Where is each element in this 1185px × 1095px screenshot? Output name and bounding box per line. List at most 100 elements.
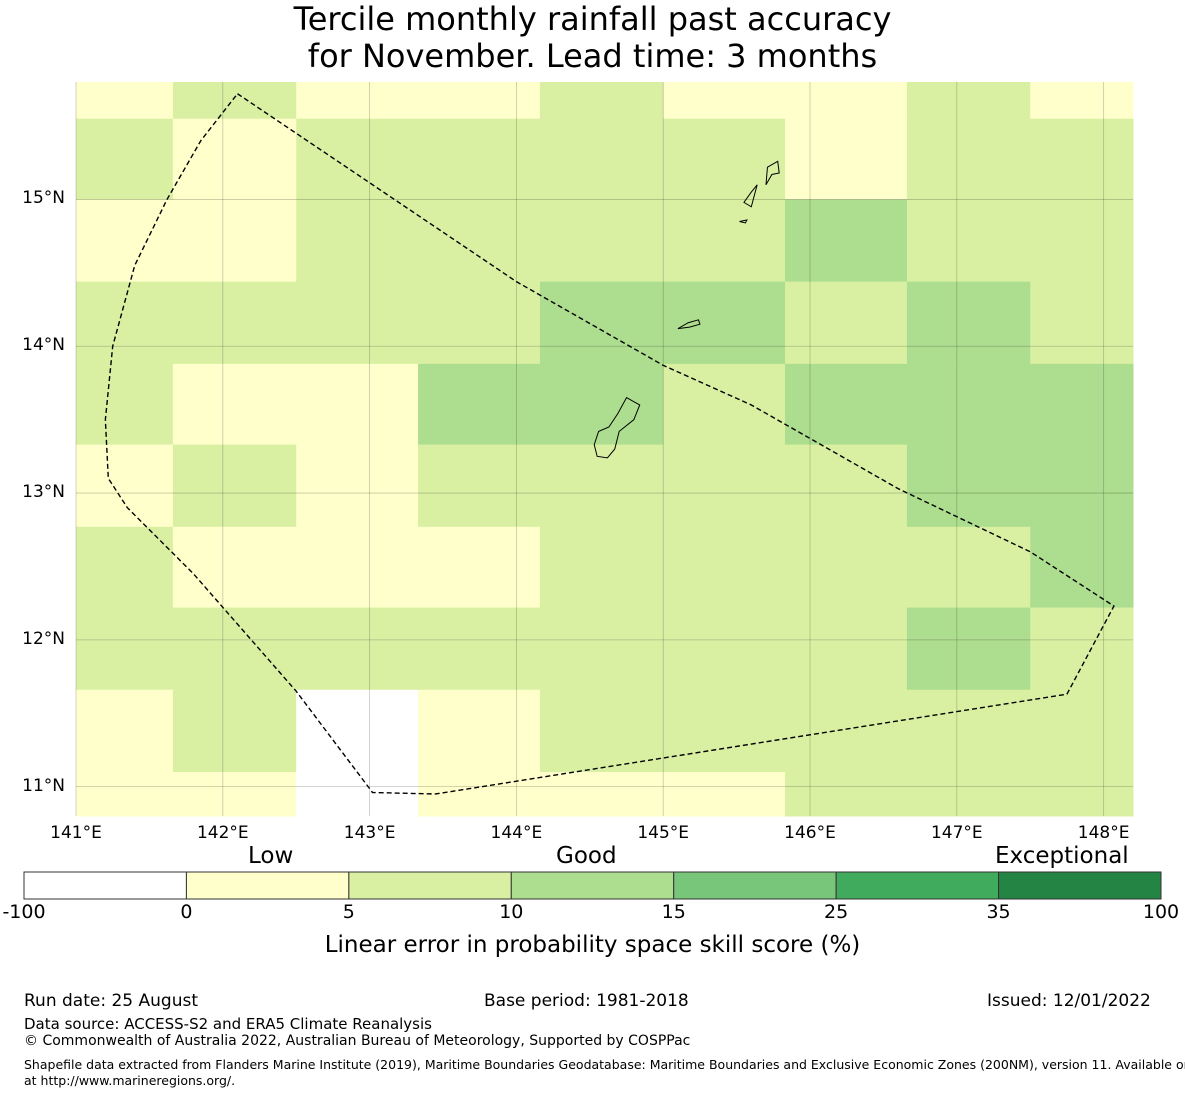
grid-cell [539,771,664,817]
grid-cell [906,118,1031,200]
grid-cell [296,363,419,446]
grid-cell [906,526,1031,609]
grid-cell [785,118,908,200]
base-period: Base period: 1981-2018 [484,991,689,1011]
grid-cell [906,771,1031,817]
grid-cell [418,444,541,528]
grid-cell [172,363,297,446]
grid-cell [296,771,419,817]
grid-cell [172,526,297,609]
shapefile-credit-line2: at http://www.marineregions.org/. [24,1073,236,1088]
grid-cell [1030,82,1134,120]
grid-cell [785,444,908,528]
colorbar-category-good: Good [556,843,617,869]
grid-cell [296,607,419,691]
colorbar [23,871,1162,900]
colorbar-segment [835,871,1000,900]
colorbar-tick-label: -100 [2,901,46,923]
copyright: © Commonwealth of Australia 2022, Austra… [24,1033,691,1049]
colorbar-segment [185,871,350,900]
latitude-tick-label: 15°N [22,188,65,209]
grid-cell [1030,281,1134,365]
grid-cell [906,444,1031,528]
grid-cell [785,526,908,609]
grid-cell [663,118,786,200]
grid-cell [76,526,174,609]
grid-cell [663,771,786,817]
grid-cell [539,281,664,365]
longitude-tick-label: 142°E [196,823,249,843]
grid-cell [418,82,541,120]
grid-cell [1030,771,1134,817]
colorbar-segment [998,871,1162,900]
grid-cell [1030,444,1134,528]
grid-cell [418,363,541,446]
grid-cell [785,607,908,691]
grid-cell [906,281,1031,365]
grid-cell [663,281,786,365]
grid-cell [172,689,297,773]
run-date: Run date: 25 August [24,991,198,1011]
grid-cell [539,526,664,609]
grid-cell [418,118,541,200]
colorbar-tick-label: 5 [342,901,355,923]
grid-cell [906,689,1031,773]
island-coastline [593,396,641,459]
grid-cell [785,363,908,446]
colorbar-tick-label: 10 [499,901,524,923]
colorbar-category-exceptional: Exceptional [995,843,1129,869]
grid-cell [296,199,419,283]
latitude-tick-label: 13°N [22,482,65,503]
island-coastline [739,219,748,224]
longitude-tick-label: 141°E [50,823,102,843]
grid-cell [785,199,908,283]
grid-cell [539,363,664,446]
grid-cell [296,444,419,528]
grid-cell [785,82,908,120]
colorbar-tick-label: 25 [824,901,849,923]
island-coastline [677,319,701,330]
issued-date: Issued: 12/01/2022 [987,991,1151,1011]
data-source: Data source: ACCESS-S2 and ERA5 Climate … [24,1015,432,1033]
grid-cell [1030,526,1134,609]
grid-cell [1030,689,1134,773]
colorbar-segment [510,871,675,900]
grid-cell [539,444,664,528]
shapefile-credit-line1: Shapefile data extracted from Flanders M… [24,1057,1185,1072]
grid-cell [906,607,1031,691]
grid-cell [663,363,786,446]
grid-cell [1030,118,1134,200]
grid-cell [76,444,174,528]
latitude-tick-label: 14°N [22,335,65,356]
grid-cell [172,771,297,817]
colorbar-label: Linear error in probability space skill … [324,932,861,958]
grid-cell [539,199,664,283]
colorbar-tick-label: 15 [661,901,686,923]
longitude-tick-label: 146°E [784,823,836,843]
latitude-tick-label: 12°N [22,628,65,649]
grid-cell [76,607,174,691]
grid-cell [539,82,664,120]
grid-cell [663,607,786,691]
colorbar-tick-label: 35 [986,901,1011,923]
grid-cell [172,199,297,283]
grid-cell [785,771,908,817]
grid-cell [539,118,664,200]
grid-cell [76,199,174,283]
island-coastline [765,160,780,186]
grid-cell [1030,363,1134,446]
longitude-tick-label: 147°E [930,823,983,843]
island-coastline [743,184,758,208]
eez-boundary [104,92,1115,795]
latitude-tick-label: 11°N [22,775,65,796]
grid-cell [172,607,297,691]
grid-cell [663,526,786,609]
grid-cell [296,82,419,120]
grid-cell [76,281,174,365]
grid-cell [1030,199,1134,283]
colorbar-tick-label: 0 [180,901,193,923]
grid-cell [296,281,419,365]
grid-cell [76,118,174,200]
grid-cell [418,607,541,691]
